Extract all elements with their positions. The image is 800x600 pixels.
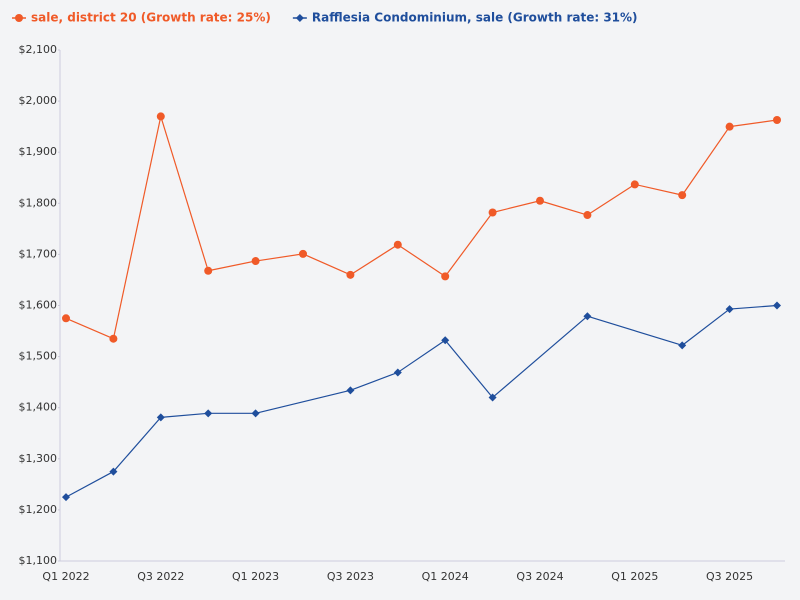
series-line: [255, 389, 351, 414]
series-line: [444, 339, 494, 398]
point: [393, 240, 402, 249]
point: [725, 305, 734, 314]
point: [536, 196, 544, 205]
series-line: [160, 412, 209, 419]
series-line: [350, 371, 399, 391]
series-line: [160, 116, 209, 271]
legend-item: Rafflesia Condominium, sale (Growth rate…: [292, 11, 638, 25]
y-tick-label: $1,300: [19, 452, 58, 465]
point: [441, 336, 450, 345]
point: [773, 301, 781, 310]
point: [488, 208, 497, 217]
series-line: [729, 304, 778, 310]
series-line: [444, 212, 494, 277]
point: [251, 257, 260, 266]
series-line: [681, 308, 730, 346]
series-line: [65, 471, 114, 498]
x-tick-label: Q3 2024: [516, 570, 563, 583]
point: [346, 386, 355, 395]
point: [156, 413, 165, 422]
legend-item: sale, district 20 (Growth rate: 25%): [12, 11, 271, 25]
x-tick-label: Q1 2025: [611, 570, 658, 583]
point: [441, 272, 450, 281]
y-tick-label: $1,800: [19, 196, 58, 209]
point: [109, 334, 118, 343]
point: [204, 409, 213, 418]
point: [393, 368, 402, 377]
x-tick-label: Q3 2025: [706, 570, 753, 583]
series-line: [587, 315, 683, 346]
point: [773, 116, 781, 125]
point: [204, 266, 213, 275]
y-tick-label: $1,600: [19, 299, 58, 312]
series-line: [729, 119, 778, 128]
y-tick-label: $1,900: [19, 145, 58, 158]
series-line: [302, 253, 351, 276]
legend-marker: [15, 14, 23, 22]
point: [583, 312, 592, 321]
series-line: [492, 315, 588, 398]
series-line: [634, 183, 683, 196]
point: [630, 180, 639, 189]
y-tick-label: $1,200: [19, 503, 58, 516]
series-line: [681, 126, 731, 196]
series-line: [397, 244, 446, 277]
series-line: [112, 417, 162, 472]
series-line: [397, 339, 446, 373]
y-tick-label: $1,500: [19, 350, 58, 363]
series-line: [350, 244, 399, 276]
x-tick-label: Q1 2024: [422, 570, 469, 583]
series-line: [112, 116, 162, 339]
point: [346, 270, 355, 279]
series-line: [65, 317, 114, 340]
y-tick-label: $1,700: [19, 247, 58, 260]
point: [62, 493, 70, 502]
legend-label: Rafflesia Condominium, sale (Growth rate…: [312, 11, 638, 25]
y-tick-label: $2,100: [19, 43, 58, 56]
legend-label: sale, district 20 (Growth rate: 25%): [31, 11, 271, 25]
point: [251, 409, 260, 418]
y-tick-label: $1,400: [19, 401, 58, 414]
point: [678, 191, 687, 200]
series-line: [539, 200, 588, 216]
point: [156, 112, 165, 121]
series-line: [208, 260, 256, 272]
x-tick-label: Q3 2022: [137, 570, 184, 583]
series-line: [587, 183, 636, 216]
point: [725, 122, 734, 131]
x-tick-label: Q3 2023: [327, 570, 374, 583]
point: [678, 341, 687, 350]
point: [62, 314, 70, 323]
point: [109, 467, 118, 476]
y-tick-label: $1,100: [19, 554, 58, 567]
series-line: [255, 253, 304, 262]
y-tick-label: $2,000: [19, 94, 58, 107]
x-tick-label: Q1 2022: [42, 570, 89, 583]
series-line: [492, 200, 541, 214]
point: [583, 211, 592, 220]
legend-marker: [295, 14, 304, 22]
x-tick-label: Q1 2023: [232, 570, 279, 583]
point: [488, 393, 497, 402]
point: [299, 249, 307, 258]
